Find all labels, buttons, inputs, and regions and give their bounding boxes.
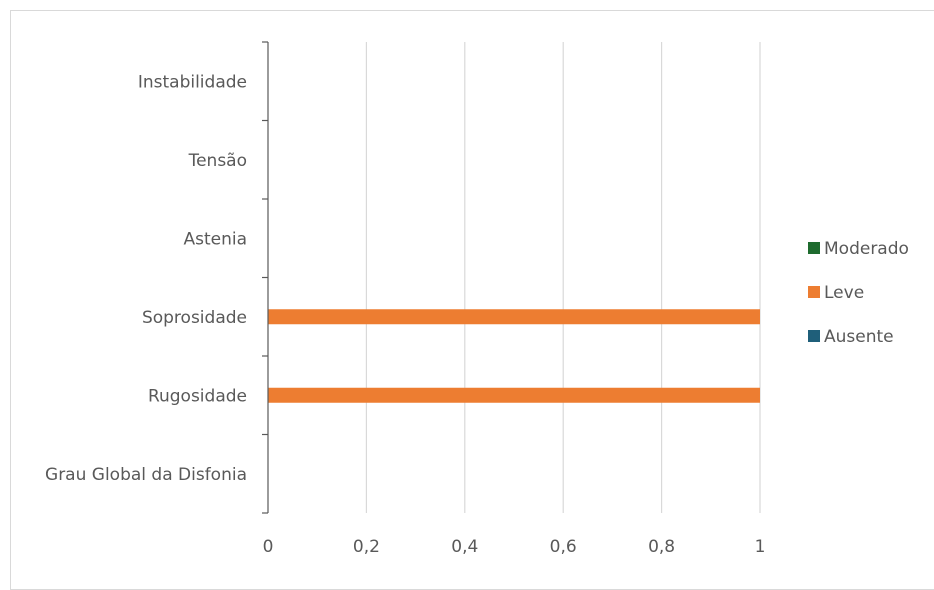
gridlines	[365, 42, 761, 513]
category-label: Soprosidade	[142, 308, 247, 328]
bar-leve	[268, 309, 760, 325]
x-tick-label: 1	[755, 537, 766, 557]
legend[interactable]: Moderado Leve Ausente	[808, 239, 909, 347]
legend-swatch-ausente	[808, 330, 820, 342]
category-label: Grau Global da Disfonia	[45, 465, 247, 485]
axes	[262, 41, 269, 514]
category-label: Astenia	[183, 229, 247, 249]
bars	[268, 309, 760, 403]
x-tick-label: 0,2	[353, 537, 380, 557]
legend-swatch-leve	[808, 286, 820, 298]
legend-swatch-moderado	[808, 242, 820, 254]
bar-leve	[268, 387, 760, 403]
chart: 0 0,2 0,4 0,6 0,8 1 Grau Global da Disfonia Rug…	[45, 41, 909, 557]
legend-label-leve[interactable]: Leve	[824, 283, 864, 303]
category-label: Instabilidade	[138, 72, 247, 92]
chart-frame	[10, 10, 934, 590]
x-tick-label: 0,4	[451, 537, 478, 557]
category-label: Tensão	[188, 151, 247, 171]
legend-label-moderado[interactable]: Moderado	[824, 239, 909, 259]
x-tick-label: 0,8	[648, 537, 675, 557]
legend-label-ausente[interactable]: Ausente	[824, 327, 894, 347]
x-tick-label: 0,6	[550, 537, 577, 557]
category-label: Rugosidade	[148, 386, 247, 406]
labels: 0 0,2 0,4 0,6 0,8 1 Grau Global da Disfonia Rug…	[45, 72, 765, 557]
x-tick-label: 0	[263, 537, 274, 557]
